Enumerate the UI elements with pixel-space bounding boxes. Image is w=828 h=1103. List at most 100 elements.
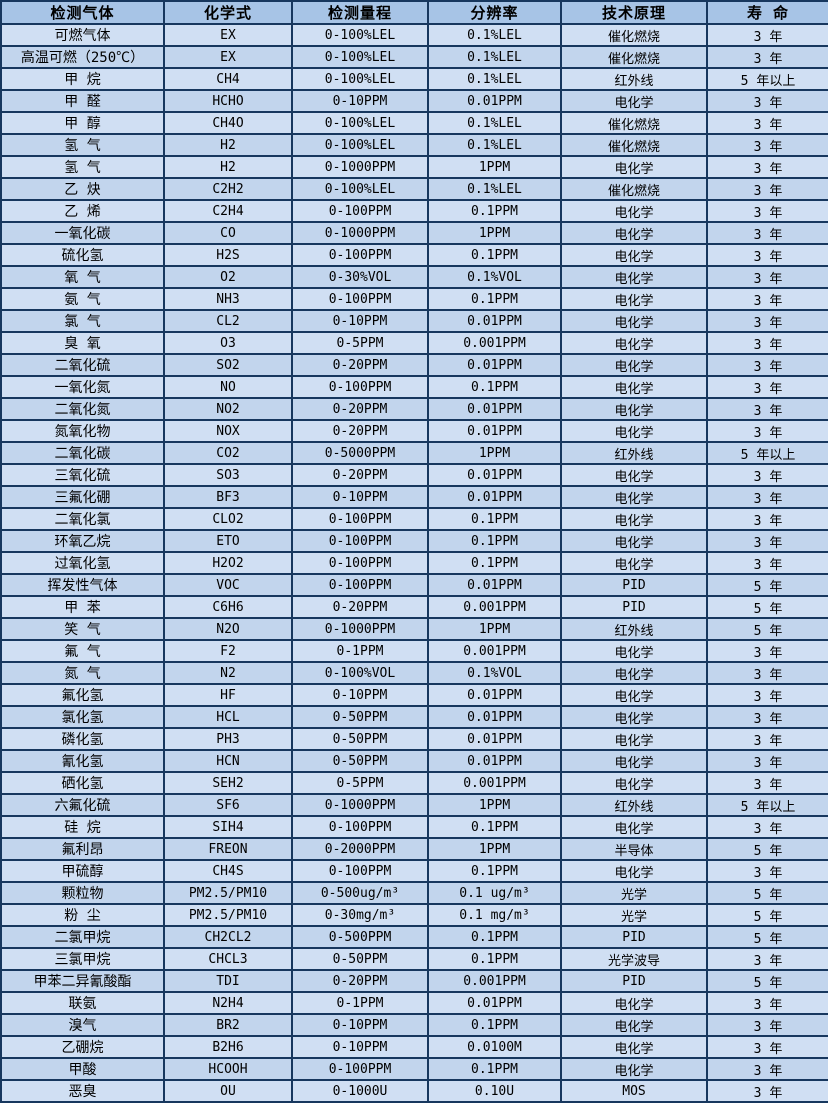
table-cell: 电化学: [560, 155, 708, 179]
table-cell: 0-1000PPM: [291, 793, 429, 817]
table-row: 二氯甲烷 CH2CL2 0-500PPM 0.1PPM PID 5 年: [0, 925, 828, 949]
table-cell: 甲 醛: [0, 89, 165, 113]
table-cell: 5 年: [706, 881, 828, 905]
table-cell: TDI: [163, 969, 293, 993]
table-row: 笑 气 N2O 0-1000PPM 1PPM 红外线 5 年: [0, 617, 828, 641]
table-cell: 电化学: [560, 89, 708, 113]
table-cell: 0.01PPM: [427, 397, 562, 421]
table-cell: 0.01PPM: [427, 463, 562, 487]
table-cell: NOX: [163, 419, 293, 443]
table-row: 六氟化硫 SF6 0-1000PPM 1PPM 红外线 5 年以上: [0, 793, 828, 817]
table-row: 高温可燃（250℃） EX 0-100%LEL 0.1%LEL 催化燃烧 3 年: [0, 45, 828, 69]
table-cell: 3 年: [706, 265, 828, 289]
table-cell: 0.1PPM: [427, 815, 562, 839]
table-cell: 0.01PPM: [427, 749, 562, 773]
table-cell: CH4S: [163, 859, 293, 883]
table-cell: 0.01PPM: [427, 89, 562, 113]
table-cell: 0.01PPM: [427, 309, 562, 333]
table-cell: 氟化氢: [0, 683, 165, 707]
table-cell: 0-100PPM: [291, 375, 429, 399]
table-cell: 3 年: [706, 111, 828, 135]
table-header: 检测气体 化学式 检测量程 分辨率 技术原理 寿 命: [0, 0, 828, 25]
table-cell: 3 年: [706, 243, 828, 267]
table-cell: CH2CL2: [163, 925, 293, 949]
table-cell: 电化学: [560, 309, 708, 333]
table-cell: 六氟化硫: [0, 793, 165, 817]
table-cell: 0.10U: [427, 1079, 562, 1103]
table-cell: 催化燃烧: [560, 111, 708, 135]
table-cell: 氯化氢: [0, 705, 165, 729]
table-cell: 光学: [560, 903, 708, 927]
table-cell: 0.1%LEL: [427, 133, 562, 157]
table-row: 氯 气 CL2 0-10PPM 0.01PPM 电化学 3 年: [0, 309, 828, 333]
table-cell: H2: [163, 133, 293, 157]
table-cell: PH3: [163, 727, 293, 751]
header-row: 检测气体 化学式 检测量程 分辨率 技术原理 寿 命: [0, 0, 828, 25]
table-cell: 粉 尘: [0, 903, 165, 927]
table-cell: 3 年: [706, 177, 828, 201]
table-cell: CL2: [163, 309, 293, 333]
table-row: 氟利昂 FREON 0-2000PPM 1PPM 半导体 5 年: [0, 837, 828, 861]
table-row: 一氧化氮 NO 0-100PPM 0.1PPM 电化学 3 年: [0, 375, 828, 399]
table-row: 甲酸 HCOOH 0-100PPM 0.1PPM 电化学 3 年: [0, 1057, 828, 1081]
table-cell: 三氧化硫: [0, 463, 165, 487]
table-row: 甲 醇 CH4O 0-100%LEL 0.1%LEL 催化燃烧 3 年: [0, 111, 828, 135]
table-row: 氨 气 NH3 0-100PPM 0.1PPM 电化学 3 年: [0, 287, 828, 311]
table-cell: 电化学: [560, 485, 708, 509]
table-cell: N2H4: [163, 991, 293, 1015]
table-cell: VOC: [163, 573, 293, 597]
table-cell: 0-50PPM: [291, 705, 429, 729]
table-cell: 甲苯二异氰酸酯: [0, 969, 165, 993]
table-cell: 氨 气: [0, 287, 165, 311]
table-cell: 0-100PPM: [291, 1057, 429, 1081]
table-cell: 0-500PPM: [291, 925, 429, 949]
table-cell: 0-500ug/m³: [291, 881, 429, 905]
table-cell: 0-5000PPM: [291, 441, 429, 465]
table-cell: 1PPM: [427, 837, 562, 861]
table-cell: H2S: [163, 243, 293, 267]
table-row: 颗粒物 PM2.5/PM10 0-500ug/m³ 0.1 ug/m³ 光学 5 年: [0, 881, 828, 905]
table-cell: 电化学: [560, 705, 708, 729]
table-cell: 一氧化碳: [0, 221, 165, 245]
table-cell: SF6: [163, 793, 293, 817]
table-cell: O2: [163, 265, 293, 289]
table-cell: N2: [163, 661, 293, 685]
table-cell: 电化学: [560, 1013, 708, 1037]
table-cell: 0.1 ug/m³: [427, 881, 562, 905]
table-cell: PID: [560, 573, 708, 597]
table-cell: 5 年: [706, 969, 828, 993]
table-cell: 电化学: [560, 463, 708, 487]
table-cell: 0.01PPM: [427, 485, 562, 509]
table-row: 溴气 BR2 0-10PPM 0.1PPM 电化学 3 年: [0, 1013, 828, 1037]
table-cell: 5 年以上: [706, 441, 828, 465]
table-cell: 二氧化氯: [0, 507, 165, 531]
table-cell: 0-20PPM: [291, 969, 429, 993]
table-cell: 3 年: [706, 309, 828, 333]
table-cell: 3 年: [706, 683, 828, 707]
table-cell: 硫化氢: [0, 243, 165, 267]
table-cell: 光学波导: [560, 947, 708, 971]
table-row: 二氧化氯 CLO2 0-100PPM 0.1PPM 电化学 3 年: [0, 507, 828, 531]
table-cell: 臭 氧: [0, 331, 165, 355]
table-cell: 0-2000PPM: [291, 837, 429, 861]
column-header-lifespan: 寿 命: [706, 0, 828, 25]
table-cell: 3 年: [706, 23, 828, 47]
table-cell: 0-5PPM: [291, 771, 429, 795]
table-cell: 0-20PPM: [291, 419, 429, 443]
table-cell: 氮氧化物: [0, 419, 165, 443]
table-cell: 0.1PPM: [427, 529, 562, 553]
table-cell: 二氧化硫: [0, 353, 165, 377]
table-cell: 0-100PPM: [291, 243, 429, 267]
table-row: 可燃气体 EX 0-100%LEL 0.1%LEL 催化燃烧 3 年: [0, 23, 828, 47]
table-cell: 3 年: [706, 133, 828, 157]
table-cell: 0-10PPM: [291, 1013, 429, 1037]
column-header-resolution: 分辨率: [427, 0, 562, 25]
table-cell: 5 年: [706, 903, 828, 927]
table-cell: 0.1PPM: [427, 507, 562, 531]
table-cell: 挥发性气体: [0, 573, 165, 597]
table-cell: 0-10PPM: [291, 89, 429, 113]
table-cell: 5 年: [706, 573, 828, 597]
table-row: 磷化氢 PH3 0-50PPM 0.01PPM 电化学 3 年: [0, 727, 828, 751]
table-cell: 3 年: [706, 991, 828, 1015]
table-cell: 0-10PPM: [291, 309, 429, 333]
